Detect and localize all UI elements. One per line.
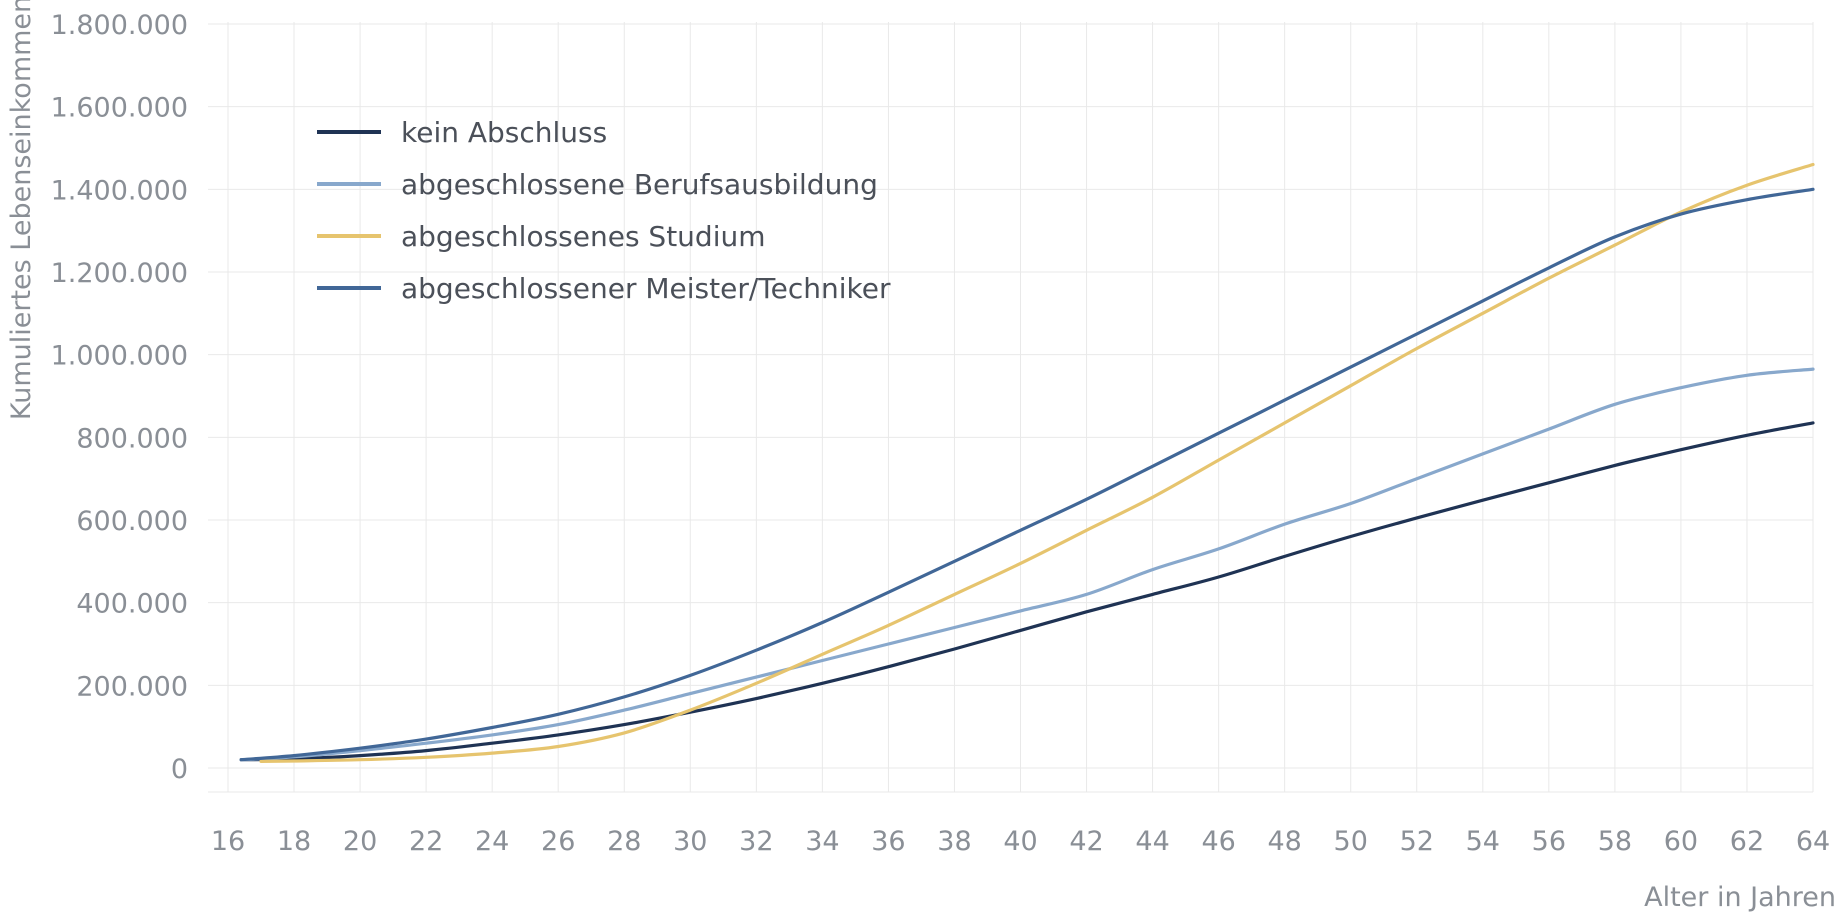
x-tick-label: 32 <box>739 826 773 857</box>
x-tick-label: 54 <box>1466 826 1500 857</box>
x-tick-label: 48 <box>1267 826 1301 857</box>
y-tick-label: 200.000 <box>76 671 188 702</box>
series-line-3 <box>259 162 1815 763</box>
legend: kein Abschluss abgeschlossene Berufsausbi… <box>317 116 891 305</box>
x-axis-ticks: 16 18 20 22 24 26 28 30 32 34 36 38 40 42 44 46 48 50 52 54… <box>211 826 1830 857</box>
legend-label: kein Abschluss <box>401 116 607 149</box>
x-tick-label: 28 <box>607 826 641 857</box>
x-tick-label: 64 <box>1796 826 1830 857</box>
x-tick-label: 34 <box>805 826 839 857</box>
y-tick-label: 1.400.000 <box>51 175 188 206</box>
x-tick-label: 50 <box>1334 826 1368 857</box>
y-tick-label: 1.800.000 <box>51 10 188 41</box>
x-tick-label: 56 <box>1532 826 1566 857</box>
y-axis-ticks: 0 200.000 400.000 600.000 800.000 1.000.000 1.… <box>51 10 188 785</box>
x-tick-label: 44 <box>1135 826 1169 857</box>
y-tick-label: 1.600.000 <box>51 93 188 124</box>
series-line-2 <box>239 367 1815 762</box>
x-tick-label: 18 <box>277 826 311 857</box>
legend-label: abgeschlossenes Studium <box>401 220 766 253</box>
x-tick-label: 52 <box>1400 826 1434 857</box>
x-tick-label: 22 <box>409 826 443 857</box>
x-tick-label: 24 <box>475 826 509 857</box>
y-tick-label: 0 <box>171 754 188 785</box>
x-tick-label: 38 <box>937 826 971 857</box>
y-tick-label: 1.200.000 <box>51 258 188 289</box>
x-tick-label: 46 <box>1201 826 1235 857</box>
y-tick-label: 600.000 <box>76 506 188 537</box>
x-tick-label: 60 <box>1664 826 1698 857</box>
x-tick-label: 20 <box>343 826 377 857</box>
x-tick-label: 16 <box>211 826 245 857</box>
x-axis-title: Alter in Jahren <box>1644 882 1836 913</box>
x-tick-label: 30 <box>673 826 707 857</box>
grid <box>208 22 1814 793</box>
x-tick-label: 26 <box>541 826 575 857</box>
x-tick-label: 58 <box>1598 826 1632 857</box>
series-line-4 <box>239 187 1815 762</box>
x-tick-label: 42 <box>1069 826 1103 857</box>
x-tick-label: 36 <box>871 826 905 857</box>
y-tick-label: 1.000.000 <box>51 341 188 372</box>
y-tick-label: 800.000 <box>76 423 188 454</box>
x-tick-label: 40 <box>1003 826 1037 857</box>
legend-label: abgeschlossener Meister/Techniker <box>401 272 891 305</box>
legend-label: abgeschlossene Berufsausbildung <box>401 168 878 201</box>
y-axis-title: Kumuliertes Lebenseinkommen <box>6 0 37 420</box>
series-line-1 <box>239 421 1815 762</box>
y-tick-label: 400.000 <box>76 589 188 620</box>
series-lines <box>239 162 1815 763</box>
x-tick-label: 62 <box>1730 826 1764 857</box>
